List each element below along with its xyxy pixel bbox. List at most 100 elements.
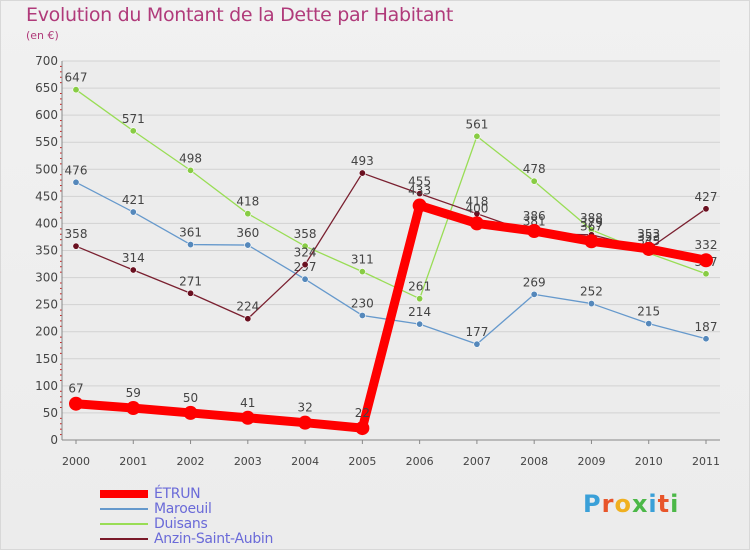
data-point-anzin-saint-aubin xyxy=(72,242,80,250)
data-point-trun xyxy=(69,396,83,411)
data-point-trun xyxy=(183,405,198,420)
data-label-maroeuil: 230 xyxy=(351,296,374,310)
logo-letter: r xyxy=(601,490,615,518)
y-tick-label: 500 xyxy=(35,162,58,176)
data-label-trun: 67 xyxy=(68,382,83,396)
x-tick-label: 2003 xyxy=(234,455,262,468)
logo-letter: i xyxy=(670,490,680,518)
legend-item-maroeuil: Maroeuil xyxy=(100,501,212,517)
data-point-duisans xyxy=(187,166,195,174)
data-point-duisans xyxy=(301,242,309,250)
data-point-maroeuil xyxy=(473,340,481,348)
data-label-maroeuil: 476 xyxy=(65,163,88,177)
data-label-maroeuil: 360 xyxy=(236,226,259,240)
logo-letter: o xyxy=(614,490,632,518)
y-tick-label: 350 xyxy=(35,244,58,258)
data-label-maroeuil: 214 xyxy=(408,305,431,319)
x-tick-label: 2008 xyxy=(520,455,548,468)
data-label-duisans: 561 xyxy=(465,117,488,131)
data-point-trun xyxy=(298,415,313,430)
logo-letter: P xyxy=(583,490,602,518)
proxiti-logo: Proxiti xyxy=(583,490,679,518)
y-tick-label: 550 xyxy=(35,135,58,149)
data-label-duisans: 261 xyxy=(408,280,431,294)
data-label-anzin-saint-aubin: 314 xyxy=(122,251,145,265)
data-label-trun: 332 xyxy=(695,238,718,252)
x-tick-label: 2006 xyxy=(406,455,434,468)
legend-label-etrun: ÉTRUN xyxy=(154,486,201,502)
data-point-maroeuil xyxy=(244,241,252,249)
legend-swatch-duisans xyxy=(100,523,148,525)
data-label-duisans: 647 xyxy=(65,71,88,85)
y-tick-label: 0 xyxy=(50,433,58,447)
data-label-anzin-saint-aubin: 418 xyxy=(465,195,488,209)
data-label-maroeuil: 252 xyxy=(580,285,603,299)
data-label-trun: 367 xyxy=(580,219,603,233)
data-label-trun: 22 xyxy=(355,406,370,420)
data-label-anzin-saint-aubin: 379 xyxy=(580,216,603,230)
data-point-maroeuil xyxy=(645,320,653,328)
data-label-maroeuil: 421 xyxy=(122,193,145,207)
data-point-duisans xyxy=(473,132,481,140)
data-label-duisans: 418 xyxy=(236,195,259,209)
y-tick-label: 400 xyxy=(35,216,58,230)
y-tick-label: 100 xyxy=(35,379,58,393)
legend-item-duisans: Duisans xyxy=(100,516,208,532)
x-tick-label: 2009 xyxy=(577,455,605,468)
y-tick-label: 650 xyxy=(35,81,58,95)
data-label-maroeuil: 177 xyxy=(465,325,488,339)
data-label-duisans: 358 xyxy=(294,227,317,241)
data-label-anzin-saint-aubin: 353 xyxy=(637,230,660,244)
data-label-duisans: 498 xyxy=(179,151,202,165)
data-point-anzin-saint-aubin xyxy=(129,266,137,274)
x-tick-label: 2000 xyxy=(62,455,90,468)
data-point-maroeuil xyxy=(416,320,424,328)
data-label-maroeuil: 269 xyxy=(523,275,546,289)
data-label-anzin-saint-aubin: 358 xyxy=(65,227,88,241)
data-point-maroeuil xyxy=(187,241,195,249)
x-tick-label: 2010 xyxy=(635,455,663,468)
data-label-duisans: 311 xyxy=(351,253,374,267)
data-point-anzin-saint-aubin xyxy=(244,315,252,323)
data-label-trun: 433 xyxy=(408,184,431,198)
data-point-duisans xyxy=(530,177,538,185)
legend-item-anzin-saint-aubin: Anzin-Saint-Aubin xyxy=(100,531,273,547)
y-tick-label: 150 xyxy=(35,352,58,366)
data-point-duisans xyxy=(72,86,80,94)
data-point-trun xyxy=(240,410,255,425)
data-point-maroeuil xyxy=(72,178,80,186)
data-point-maroeuil xyxy=(530,290,538,298)
x-tick-label: 2001 xyxy=(119,455,147,468)
data-label-maroeuil: 215 xyxy=(637,305,660,319)
data-point-maroeuil xyxy=(129,208,137,216)
data-point-trun xyxy=(355,421,370,436)
data-point-anzin-saint-aubin xyxy=(187,289,195,297)
data-label-trun: 400 xyxy=(465,201,488,215)
chart-title: Evolution du Montant de la Dette par Hab… xyxy=(26,4,454,26)
x-tick-label: 2002 xyxy=(177,455,205,468)
y-tick-label: 50 xyxy=(43,406,58,420)
data-point-trun xyxy=(584,234,599,249)
data-point-maroeuil xyxy=(301,275,309,283)
legend-label-duisans: Duisans xyxy=(154,516,208,532)
data-point-duisans xyxy=(129,127,137,135)
data-point-anzin-saint-aubin xyxy=(301,261,309,269)
data-point-duisans xyxy=(358,268,366,276)
data-point-duisans xyxy=(244,210,252,218)
data-point-maroeuil xyxy=(702,335,710,343)
data-label-maroeuil: 361 xyxy=(179,226,202,240)
data-label-trun: 386 xyxy=(523,209,546,223)
data-point-trun xyxy=(412,198,427,213)
series-line-duisans xyxy=(75,89,707,300)
data-point-anzin-saint-aubin xyxy=(702,205,710,213)
data-point-maroeuil xyxy=(587,300,595,308)
data-label-trun: 32 xyxy=(297,401,312,415)
data-label-anzin-saint-aubin: 427 xyxy=(695,190,718,204)
data-label-trun: 59 xyxy=(126,386,141,400)
data-label-trun: 353 xyxy=(637,227,660,241)
y-tick-label: 300 xyxy=(35,271,58,285)
data-label-anzin-saint-aubin: 493 xyxy=(351,154,374,168)
data-label-anzin-saint-aubin: 381 xyxy=(523,215,546,229)
data-point-trun xyxy=(699,253,713,268)
